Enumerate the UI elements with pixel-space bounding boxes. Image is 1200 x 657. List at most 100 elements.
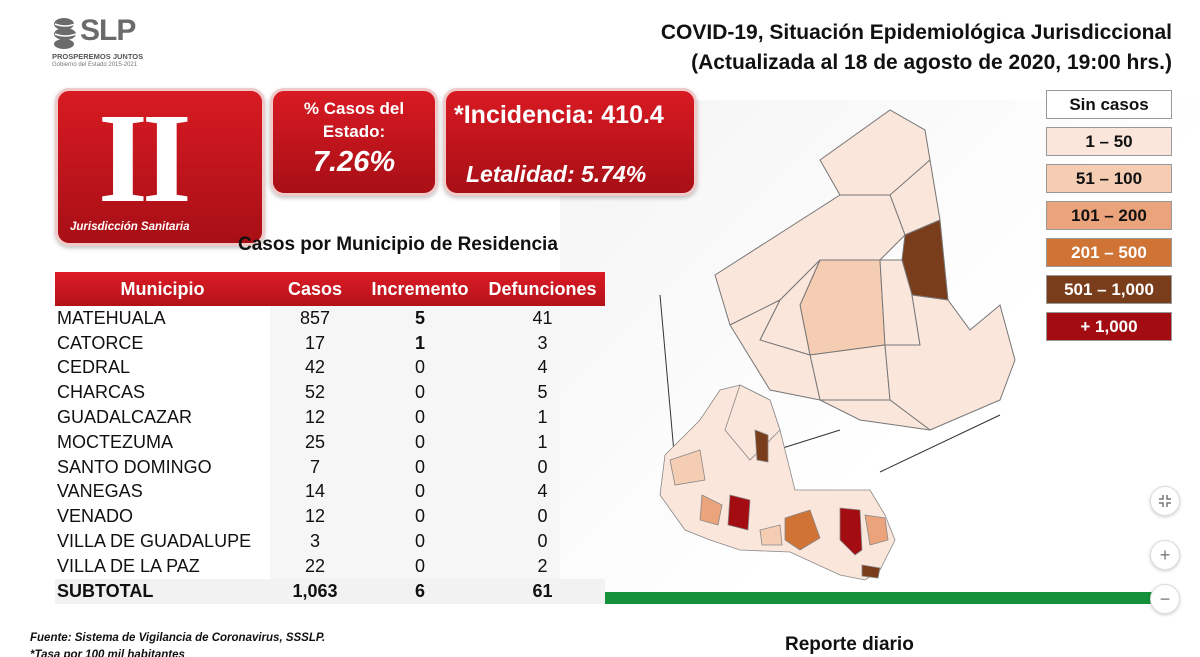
cell-municipio: VILLA DE GUADALUPE xyxy=(57,531,252,552)
table-title: Casos por Municipio de Residencia xyxy=(238,234,558,255)
table-row: VANEGAS 14 0 4 xyxy=(55,480,605,505)
cell-defunciones: 1 xyxy=(537,431,548,452)
fit-screen-icon xyxy=(1159,495,1171,507)
cell-incremento: 5 xyxy=(414,307,425,328)
cell-casos: 12 xyxy=(304,506,326,527)
cell-subtotal-label: SUBTOTAL xyxy=(57,580,154,601)
logo-motto: PROSPEREMOS JUNTOS xyxy=(52,52,144,61)
legend-item: 501 – 1,000 xyxy=(1046,275,1172,304)
rate-note: *Tasa por 100 mil habitantes xyxy=(30,649,185,657)
cell-incremento: 0 xyxy=(414,531,425,552)
legend-item: Sin casos xyxy=(1046,90,1172,119)
header-defunciones: Defunciones xyxy=(488,278,597,299)
map-connector xyxy=(879,414,1001,473)
cell-casos: 17 xyxy=(304,332,326,353)
table-row: VILLA DE GUADALUPE 3 0 0 xyxy=(55,529,605,554)
map-region-villa-guadalupe xyxy=(819,399,931,431)
header-casos: Casos xyxy=(287,278,343,299)
cell-defunciones: 5 xyxy=(537,382,548,403)
cell-incremento: 0 xyxy=(414,382,425,403)
legend-item: 101 – 200 xyxy=(1046,201,1172,230)
table-row: CHARCAS 52 0 5 xyxy=(55,380,605,405)
cell-incremento: 0 xyxy=(414,555,425,576)
table-row: GUADALCAZAR 12 0 1 xyxy=(55,405,605,430)
cell-municipio: MOCTEZUMA xyxy=(57,431,173,452)
table-row: VILLA DE LA PAZ 22 0 2 xyxy=(55,554,605,579)
percent-cases-label: % Casos del Estado: xyxy=(303,99,405,141)
table-row: MATEHUALA 857 5 41 xyxy=(55,306,605,331)
legend-item: + 1,000 xyxy=(1046,312,1172,341)
cell-defunciones: 4 xyxy=(537,481,548,502)
table-row: MOCTEZUMA 25 0 1 xyxy=(55,430,605,455)
cell-casos: 52 xyxy=(304,382,326,403)
table-subtotal-row: SUBTOTAL 1,063 6 61 xyxy=(55,578,605,604)
percent-cases-banner: % Casos del Estado: 7.26% xyxy=(270,88,438,196)
cell-incremento: 0 xyxy=(414,506,425,527)
map-legend: Sin casos 1 – 50 51 – 100 101 – 200 201 … xyxy=(1046,90,1172,349)
header-incremento: Incremento xyxy=(371,278,469,299)
cell-casos: 14 xyxy=(304,481,326,502)
state-region-soledad xyxy=(727,494,751,531)
state-region-ciudad-fernandez xyxy=(759,524,783,546)
state-region-matehuala xyxy=(754,429,769,463)
cell-incremento: 0 xyxy=(414,431,425,452)
cell-subtotal-defunciones: 61 xyxy=(532,580,553,601)
slp-logo: SLP PROSPEREMOS JUNTOS Gobierno del Esta… xyxy=(50,14,160,76)
incidence-banner: *Incidencia: 410.4 Letalidad: 5.74% xyxy=(443,88,697,196)
cell-municipio: VANEGAS xyxy=(57,481,143,502)
state-region-huasteca xyxy=(864,514,889,546)
map-region-venado xyxy=(809,344,891,401)
cell-municipio: SANTO DOMINGO xyxy=(57,456,212,477)
cell-municipio: VILLA DE LA PAZ xyxy=(57,555,200,576)
legend-item: 51 – 100 xyxy=(1046,164,1172,193)
legend-item: 201 – 500 xyxy=(1046,238,1172,267)
table-row: SANTO DOMINGO 7 0 0 xyxy=(55,455,605,480)
cell-defunciones: 0 xyxy=(537,531,548,552)
lethality-value: Letalidad: 5.74% xyxy=(466,161,647,187)
cell-casos: 7 xyxy=(309,456,320,477)
cell-municipio: CATORCE xyxy=(57,332,144,353)
cell-incremento: 0 xyxy=(414,456,425,477)
jurisdiction-banner: II Jurisdicción Sanitaria xyxy=(55,87,265,246)
header-municipio: Municipio xyxy=(120,278,205,299)
map-region-santo-domingo xyxy=(729,298,821,401)
cell-casos: 22 xyxy=(304,555,326,576)
title-line-2: (Actualizada al 18 de agosto de 2020, 19… xyxy=(691,51,1172,74)
daily-report-label: Reporte diario xyxy=(785,634,914,655)
jurisdiction-number: II xyxy=(98,87,192,229)
state-outline xyxy=(659,384,896,581)
cell-casos: 25 xyxy=(304,431,326,452)
cell-casos: 3 xyxy=(309,531,320,552)
cell-incremento: 0 xyxy=(414,481,425,502)
logo-brand: SLP xyxy=(80,14,136,47)
cell-incremento: 1 xyxy=(414,332,425,353)
cell-defunciones: 41 xyxy=(532,307,553,328)
jurisdiction-label: Jurisdicción Sanitaria xyxy=(70,221,190,233)
green-divider xyxy=(605,592,1173,604)
slp-logo-icon xyxy=(54,18,77,49)
jurisdiction-zoom-map xyxy=(714,109,1016,431)
cell-subtotal-casos: 1,063 xyxy=(292,580,338,601)
state-region-valles xyxy=(839,507,863,556)
cell-municipio: VENADO xyxy=(57,506,134,527)
zoom-in-button[interactable]: + xyxy=(1150,540,1180,570)
state-region-salinas xyxy=(669,449,706,486)
cell-casos: 857 xyxy=(299,307,331,328)
page-title: COVID-19, Situación Epidemiológica Juris… xyxy=(661,18,1172,78)
cell-municipio: CEDRAL xyxy=(57,357,131,378)
cell-defunciones: 4 xyxy=(537,357,548,378)
cell-subtotal-incremento: 6 xyxy=(414,580,425,601)
cell-municipio: GUADALCAZAR xyxy=(57,407,193,428)
zoom-out-button[interactable]: − xyxy=(1150,584,1180,614)
cell-incremento: 0 xyxy=(414,407,425,428)
state-region-cedral xyxy=(699,494,723,526)
cell-municipio: CHARCAS xyxy=(57,382,146,403)
source-note: Fuente: Sistema de Vigilancia de Coronav… xyxy=(30,632,326,644)
table-header: Municipio Casos Incremento Defunciones xyxy=(55,272,605,306)
table-row: CATORCE 17 1 3 xyxy=(55,331,605,356)
cell-incremento: 0 xyxy=(414,357,425,378)
logo-government: Gobierno del Estado 2015-2021 xyxy=(52,62,138,68)
fit-screen-button[interactable] xyxy=(1150,486,1180,516)
cell-casos: 42 xyxy=(304,357,326,378)
state-map xyxy=(659,384,896,581)
